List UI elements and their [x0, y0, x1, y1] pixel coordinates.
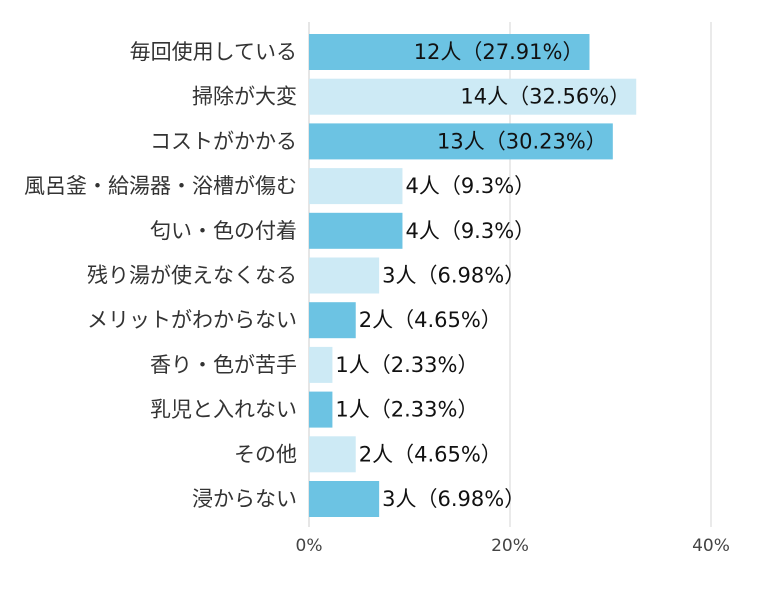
data-label-3: 13人（30.23%） — [437, 129, 607, 153]
data-label-5: 4人（9.3%） — [405, 219, 535, 243]
data-label-1: 12人（27.91%） — [414, 40, 584, 64]
category-label-8: 香り・色が苦手 — [150, 353, 297, 377]
category-label-2: 掃除が大変 — [192, 85, 297, 109]
bar-3 — [309, 123, 613, 160]
category-label-5: 匂い・色の付着 — [150, 219, 297, 243]
x-tick-label-0: 0% — [296, 536, 323, 556]
category-label-11: 浸からない — [192, 487, 297, 511]
data-label-8: 1人（2.33%） — [335, 353, 478, 377]
data-label-9: 1人（2.33%） — [335, 398, 478, 422]
bar-5 — [309, 212, 403, 249]
bar-10 — [309, 436, 356, 473]
category-label-1: 毎回使用している — [130, 40, 297, 64]
bar-6 — [309, 257, 380, 294]
data-label-6: 3人（6.98%） — [382, 264, 525, 288]
bar-2 — [309, 78, 637, 115]
bar-7 — [309, 302, 356, 339]
data-label-7: 2人（4.65%） — [359, 308, 502, 332]
data-label-11: 3人（6.98%） — [382, 487, 525, 511]
x-tick-label-20: 20% — [491, 536, 529, 556]
data-label-4: 4人（9.3%） — [405, 174, 535, 198]
x-tick-label-40: 40% — [692, 536, 730, 556]
data-label-10: 2人（4.65%） — [359, 442, 502, 466]
bar-9 — [309, 391, 333, 428]
category-label-7: メリットがわからない — [87, 308, 297, 332]
bar-4 — [309, 168, 403, 205]
bar-8 — [309, 346, 333, 383]
bar-11 — [309, 481, 380, 517]
data-labels: 12人（27.91%） 14人（32.56%） 13人（30.23%） 4人（9.3%… — [335, 40, 630, 511]
category-label-10: その他 — [234, 442, 297, 466]
x-tick-labels: 0% 20% 40% — [296, 536, 730, 556]
category-label-9: 乳児と入れない — [150, 398, 297, 422]
category-labels: 毎回使用している掃除が大変コストがかかる風呂釜・給湯器・浴槽が傷む匂い・色の付着… — [24, 40, 297, 511]
data-label-2: 14人（32.56%） — [460, 85, 630, 109]
category-label-4: 風呂釜・給湯器・浴槽が傷む — [24, 174, 297, 198]
bars — [309, 34, 637, 517]
bar-1 — [309, 34, 590, 70]
category-label-3: コストがかかる — [150, 129, 297, 153]
category-label-6: 残り湯が使えなくなる — [87, 264, 297, 288]
